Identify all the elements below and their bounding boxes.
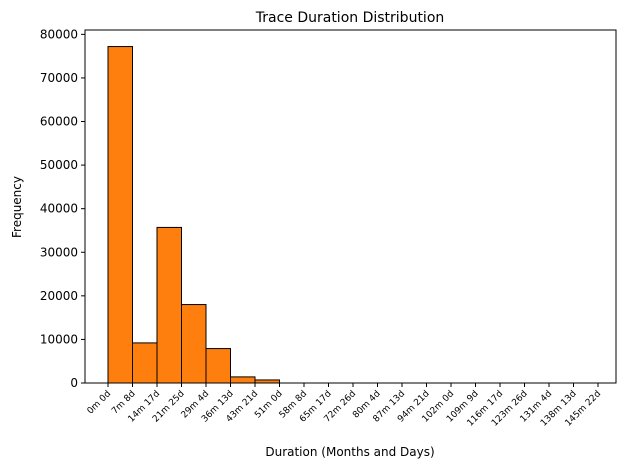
histogram-bar: [156, 226, 182, 384]
histogram-bar: [181, 304, 207, 384]
histogram-bar: [107, 46, 133, 384]
y-tick-label: 10000: [40, 332, 78, 346]
bars-group: [107, 46, 280, 384]
y-tick-label: 60000: [40, 115, 78, 129]
y-tick-label: 0: [70, 376, 78, 390]
histogram-bar: [205, 348, 231, 384]
x-axis-label: Duration (Months and Days): [265, 445, 434, 459]
histogram-bar: [230, 376, 256, 384]
plot-frame: [84, 29, 617, 384]
y-tick-label: 80000: [40, 27, 78, 41]
histogram-bar: [132, 342, 158, 384]
y-tick-label: 40000: [40, 202, 78, 216]
y-tick-label: 70000: [40, 71, 78, 85]
y-tick-label: 30000: [40, 245, 78, 259]
y-tick-label: 20000: [40, 289, 78, 303]
y-axis-ticks: 0 10000 20000 30000 40000 50000 60000 70000 8000…: [40, 27, 85, 390]
y-axis-label: Frequency: [10, 176, 24, 238]
chart-title: Trace Duration Distribution: [255, 10, 445, 26]
y-tick-label: 50000: [40, 158, 78, 172]
x-tick-label: 0m 0d: [86, 389, 113, 416]
